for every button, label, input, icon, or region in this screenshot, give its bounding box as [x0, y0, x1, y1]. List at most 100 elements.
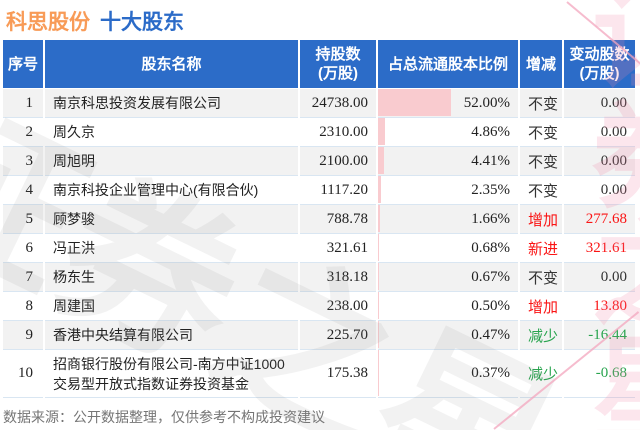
percent-bar — [378, 118, 385, 145]
ownership-percent: 0.50% — [471, 297, 510, 314]
change-amount: -0.68 — [564, 350, 635, 398]
change-direction: 增加 — [520, 292, 562, 321]
ownership-percent: 0.37% — [471, 365, 510, 381]
shareholder-name: 周久京 — [45, 118, 298, 147]
change-direction: 减少 — [520, 321, 562, 350]
row-index: 9 — [3, 321, 43, 350]
row-index: 8 — [3, 292, 43, 321]
shareholder-name: 顾梦骏 — [45, 205, 298, 234]
table-row: 4 南京科投企业管理中心(有限合伙) 1117.20 2.35% 不变 0.00 — [3, 176, 635, 205]
shareholder-name: 杨东生 — [45, 263, 298, 292]
shares-held: 2310.00 — [300, 118, 376, 147]
change-amount: 321.61 — [564, 234, 635, 263]
change-amount: 0.00 — [564, 147, 635, 176]
report-type-label: 十大股东 — [100, 11, 184, 34]
ownership-percent: 0.67% — [471, 268, 510, 285]
ownership-percent-cell: 0.68% — [378, 234, 518, 263]
row-index: 7 — [3, 263, 43, 292]
percent-bar — [378, 292, 379, 319]
table-row: 7 杨东生 318.18 0.67% 不变 0.00 — [3, 263, 635, 292]
shares-held: 225.70 — [300, 321, 376, 350]
shareholder-name: 冯正洪 — [45, 234, 298, 263]
shareholder-name: 香港中央结算有限公司 — [45, 321, 298, 350]
data-source-note: 数据来源：公开数据整理，仅供参考不构成投资建议 — [3, 409, 325, 425]
ownership-percent-cell: 0.37% — [378, 350, 518, 398]
ownership-percent: 4.86% — [471, 123, 510, 140]
table-row: 1 南京科思投资发展有限公司 24738.00 52.00% 不变 0.00 — [3, 89, 635, 118]
percent-bar — [378, 176, 382, 203]
ownership-percent: 2.35% — [471, 181, 510, 198]
page-title: 科思股份 十大股东 — [6, 6, 184, 36]
stock-name: 科思股份 — [6, 11, 90, 34]
change-amount: 0.00 — [564, 176, 635, 205]
percent-bar — [378, 263, 379, 290]
change-direction: 不变 — [520, 263, 562, 292]
ownership-percent-cell: 4.41% — [378, 147, 518, 176]
percent-bar — [378, 321, 379, 348]
row-index: 6 — [3, 234, 43, 263]
table-header-row: 序号 股东名称 持股数 (万股) 占总流通股本比例 增减 变动股数 (万股) — [3, 40, 635, 88]
table-row: 8 周建国 238.00 0.50% 增加 13.80 — [3, 292, 635, 321]
change-direction: 减少 — [520, 350, 562, 398]
change-amount: 0.00 — [564, 118, 635, 147]
ownership-percent: 4.41% — [471, 152, 510, 169]
column-header-5: 变动股数 (万股) — [564, 40, 635, 88]
shareholder-name: 南京科投企业管理中心(有限合伙) — [45, 176, 298, 205]
change-direction: 不变 — [520, 89, 562, 118]
column-header-2: 持股数 (万股) — [300, 40, 376, 88]
shareholder-name: 周旭明 — [45, 147, 298, 176]
percent-bar — [378, 205, 381, 232]
ownership-percent-cell: 0.47% — [378, 321, 518, 350]
row-index: 3 — [3, 147, 43, 176]
ownership-percent-cell: 2.35% — [378, 176, 518, 205]
shareholder-name: 南京科思投资发展有限公司 — [45, 89, 298, 118]
row-index: 4 — [3, 176, 43, 205]
column-header-0: 序号 — [3, 40, 43, 88]
change-amount: 0.00 — [564, 263, 635, 292]
change-direction: 新进 — [520, 234, 562, 263]
row-index: 1 — [3, 89, 43, 118]
shares-held: 238.00 — [300, 292, 376, 321]
ownership-percent-cell: 0.67% — [378, 263, 518, 292]
shares-held: 321.61 — [300, 234, 376, 263]
change-direction: 不变 — [520, 176, 562, 205]
change-amount: -16.44 — [564, 321, 635, 350]
table-body: 1 南京科思投资发展有限公司 24738.00 52.00% 不变 0.00 2 周久京 231… — [3, 89, 635, 398]
shares-held: 1117.20 — [300, 176, 376, 205]
ownership-percent: 0.47% — [471, 326, 510, 343]
row-index: 10 — [3, 350, 43, 398]
ownership-percent-cell: 0.50% — [378, 292, 518, 321]
percent-bar — [378, 147, 385, 174]
table-row: 10 招商银行股份有限公司-南方中证1000交易型开放式指数证券投资基金 175.3… — [3, 350, 635, 398]
percent-bar — [378, 234, 379, 261]
table-row: 3 周旭明 2100.00 4.41% 不变 0.00 — [3, 147, 635, 176]
ownership-percent: 0.68% — [471, 239, 510, 256]
change-direction: 不变 — [520, 147, 562, 176]
column-header-3: 占总流通股本比例 — [378, 40, 518, 88]
shares-held: 24738.00 — [300, 89, 376, 118]
ownership-percent: 52.00% — [463, 94, 510, 111]
percent-bar — [378, 89, 451, 116]
ownership-percent: 1.66% — [471, 210, 510, 227]
change-direction: 不变 — [520, 118, 562, 147]
table-row: 2 周久京 2310.00 4.86% 不变 0.00 — [3, 118, 635, 147]
change-direction: 增加 — [520, 205, 562, 234]
shareholders-table: 序号 股东名称 持股数 (万股) 占总流通股本比例 增减 变动股数 (万股) 1 南京科思投资发… — [3, 40, 635, 398]
change-amount: 277.68 — [564, 205, 635, 234]
percent-bar — [378, 350, 379, 396]
column-header-1: 股东名称 — [45, 40, 298, 88]
shares-held: 788.78 — [300, 205, 376, 234]
shares-held: 175.38 — [300, 350, 376, 398]
shareholder-name: 周建国 — [45, 292, 298, 321]
shares-held: 2100.00 — [300, 147, 376, 176]
row-index: 2 — [3, 118, 43, 147]
shares-held: 318.18 — [300, 263, 376, 292]
ownership-percent-cell: 52.00% — [378, 89, 518, 118]
row-index: 5 — [3, 205, 43, 234]
shareholder-name: 招商银行股份有限公司-南方中证1000交易型开放式指数证券投资基金 — [45, 350, 298, 398]
change-amount: 13.80 — [564, 292, 635, 321]
table-row: 9 香港中央结算有限公司 225.70 0.47% 减少 -16.44 — [3, 321, 635, 350]
table-row: 5 顾梦骏 788.78 1.66% 增加 277.68 — [3, 205, 635, 234]
table-row: 6 冯正洪 321.61 0.68% 新进 321.61 — [3, 234, 635, 263]
